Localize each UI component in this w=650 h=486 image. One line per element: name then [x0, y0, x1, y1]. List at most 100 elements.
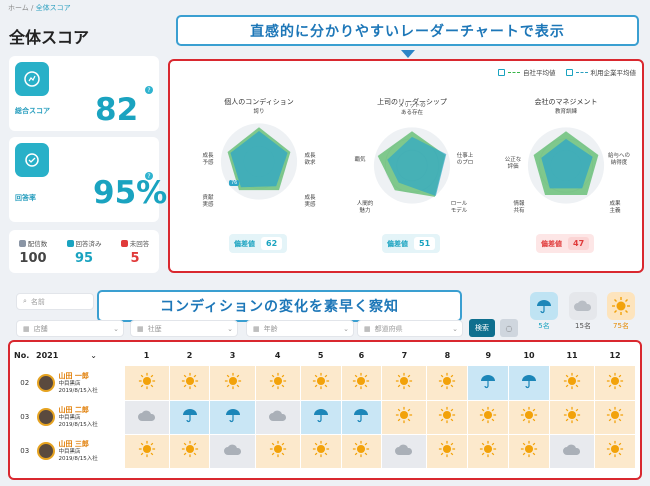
weather-cell-sun[interactable]: [549, 400, 596, 435]
weather-cell-cloud[interactable]: [255, 400, 301, 435]
unanswered-icon: [120, 239, 128, 247]
employee-store: 中目黒店: [58, 380, 81, 387]
sun-icon: [353, 440, 370, 458]
weather-cell-rain[interactable]: [467, 366, 510, 401]
weather-cell-sun[interactable]: [300, 366, 342, 401]
weather-cell-sun[interactable]: [209, 366, 256, 401]
year-select[interactable]: 2021 ⌄: [36, 344, 124, 366]
weather-cell-rain[interactable]: [300, 400, 342, 435]
rain-icon: [313, 409, 328, 423]
sun-icon: [563, 406, 581, 424]
legend: 自社平均値 利用企業平均値: [498, 67, 636, 77]
weather-cell-sun[interactable]: [594, 400, 636, 435]
weather-cell-rain[interactable]: [341, 400, 383, 435]
reset-icon[interactable]: ◌: [500, 319, 518, 337]
month-header: 3: [209, 344, 256, 366]
employee-name: 山田 三郎: [58, 440, 89, 448]
age-select[interactable]: ▦ 年齢 ⌄: [246, 320, 354, 337]
sent-icon: [18, 239, 26, 247]
table-row[interactable]: 03 山田 二郎 中目黒店 2019/8/15入社: [14, 400, 636, 435]
store-select[interactable]: ▦ 店舗 ⌄: [16, 320, 124, 337]
total-score-card: ? 総合スコア 82: [9, 56, 159, 131]
total-score-value: 82: [95, 92, 139, 128]
employee-cell[interactable]: 山田 一郎 中目黒店 2019/8/15入社: [36, 366, 125, 401]
total-score-label: 総合スコア: [15, 107, 50, 115]
avatar: [36, 442, 55, 460]
weather-cell-sun[interactable]: [467, 400, 510, 435]
weather-cell-sun[interactable]: [594, 434, 636, 469]
info-icon[interactable]: ?: [145, 86, 153, 94]
employee-store: 中目黒店: [58, 449, 81, 455]
breadcrumb-home[interactable]: ホーム: [8, 4, 29, 12]
breadcrumb-current: 全体スコア: [35, 4, 71, 12]
weather-cloud-summary[interactable]: 15名: [569, 292, 597, 331]
cloud-icon: [268, 410, 286, 421]
weather-cell-sun[interactable]: [169, 434, 211, 469]
weather-cell-sun[interactable]: [169, 366, 211, 401]
search-button[interactable]: 検索: [469, 319, 495, 337]
employee-cell[interactable]: 山田 三郎 中目黒店 2019/8/15入社: [36, 434, 125, 469]
sun-icon: [396, 372, 413, 389]
sun-icon: [480, 440, 497, 458]
weather-cell-sun[interactable]: [467, 434, 510, 469]
table-row[interactable]: 02 山田 一郎 中目黒店 2019/8/15入社: [14, 366, 636, 401]
sun-icon: [269, 440, 286, 458]
radar-chart-leadership: 上司のリーダーシップ メリットの ある存在 仕事上 のプロ ロール モデル 人間…: [338, 97, 486, 271]
weather-cell-cloud[interactable]: [381, 434, 428, 469]
name-search-input[interactable]: ⌕ 名前: [16, 293, 94, 310]
weather-cell-rain[interactable]: [169, 400, 211, 435]
weather-cell-rain[interactable]: [508, 366, 550, 401]
weather-cell-sun[interactable]: [124, 434, 170, 469]
month-header: 4: [255, 344, 301, 366]
weather-cell-cloud[interactable]: [209, 434, 256, 469]
rain-icon: [225, 409, 240, 423]
weather-cell-sun[interactable]: [255, 366, 301, 401]
sun-icon: [439, 440, 456, 458]
rain-icon: [522, 374, 537, 388]
weather-cell-sun[interactable]: [341, 434, 383, 469]
sun-icon: [439, 372, 456, 389]
stat-sent: 配信数 100: [18, 239, 48, 266]
weather-cell-sun[interactable]: [508, 434, 550, 469]
stat-unanswered: 未回答 5: [115, 238, 155, 266]
legend-own: 自社平均値: [523, 69, 556, 77]
weather-cell-sun[interactable]: [255, 434, 301, 469]
weather-cell-sun[interactable]: [426, 400, 469, 435]
sun-icon: [312, 372, 329, 389]
weather-cell-sun[interactable]: [341, 366, 383, 401]
weather-cell-sun[interactable]: [381, 366, 428, 401]
answered-icon: [66, 239, 74, 247]
table-row[interactable]: 03 山田 三郎 中目黒店 2019/8/15入社: [14, 434, 636, 469]
chart-title: 会社のマネジメント: [534, 98, 598, 106]
no-header: No.: [14, 344, 36, 366]
weather-cell-sun[interactable]: [508, 400, 550, 435]
weather-cell-cloud[interactable]: [549, 434, 596, 469]
value-tag: 76: [229, 180, 240, 186]
sun-icon: [606, 440, 624, 458]
info-icon[interactable]: ?: [145, 172, 153, 180]
weather-rain-summary[interactable]: 5名: [530, 292, 558, 331]
weather-cell-sun[interactable]: [300, 434, 342, 469]
sun-icon: [224, 372, 241, 389]
sun-icon: [480, 406, 497, 424]
weather-cell-sun[interactable]: [594, 366, 636, 401]
row-id: 03: [14, 400, 37, 435]
weather-cell-sun[interactable]: [381, 400, 428, 435]
month-header: 5: [300, 344, 342, 366]
month-header: 8: [426, 344, 468, 366]
weather-cell-sun[interactable]: [426, 366, 469, 401]
employee-store: 中目黒店: [58, 415, 81, 421]
weather-cell-sun[interactable]: [549, 366, 596, 401]
weather-cell-rain[interactable]: [209, 400, 256, 435]
weather-sun-summary[interactable]: 75名: [607, 292, 635, 331]
employee-cell[interactable]: 山田 二郎 中目黒店 2019/8/15入社: [36, 400, 125, 435]
weather-cell-cloud[interactable]: [124, 400, 170, 435]
deviation-badge: 偏差値 47: [536, 234, 595, 253]
pref-select[interactable]: ▦ 都道府県 ⌄: [357, 320, 463, 337]
weather-cell-sun[interactable]: [426, 434, 469, 469]
cloud-icon: [223, 444, 241, 455]
weather-cell-sun[interactable]: [124, 366, 170, 401]
company-select[interactable]: ▦ 社歴 ⌄: [130, 320, 238, 337]
sun-icon: [269, 372, 286, 389]
stats-card: 配信数 100 回答済み 95 未回答 5: [9, 230, 159, 273]
